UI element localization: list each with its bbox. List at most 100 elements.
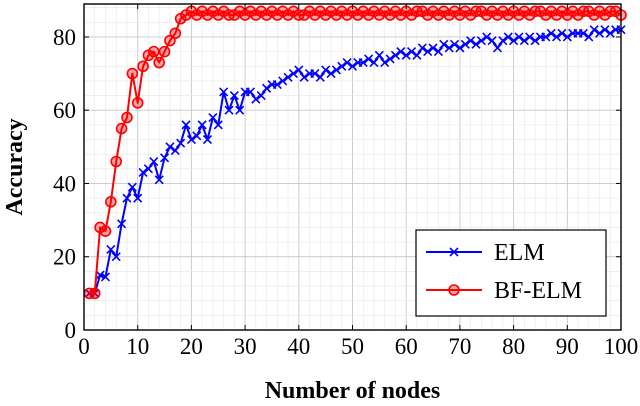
data-point xyxy=(229,91,239,101)
data-point xyxy=(321,65,331,75)
data-point xyxy=(444,43,454,53)
data-point xyxy=(126,67,139,80)
data-point xyxy=(401,50,411,60)
data-point xyxy=(390,50,401,60)
data-point xyxy=(315,72,325,82)
data-point xyxy=(110,155,123,168)
data-point xyxy=(224,105,234,115)
data-point xyxy=(337,61,347,71)
legend-item: ELM xyxy=(426,240,545,266)
data-point xyxy=(159,153,170,163)
data-point xyxy=(299,72,309,82)
data-point xyxy=(88,287,101,300)
data-point xyxy=(262,83,272,93)
legend-box xyxy=(415,229,607,317)
legend-item: BF-ELM xyxy=(426,278,582,304)
data-point xyxy=(131,97,144,109)
data-point xyxy=(294,65,304,75)
data-point xyxy=(503,32,513,42)
data-point xyxy=(169,27,182,40)
data-point xyxy=(283,72,293,82)
series-layer xyxy=(83,5,627,300)
y-tick-label: 60 xyxy=(53,98,76,123)
x-tick-label: 40 xyxy=(287,334,310,359)
data-point xyxy=(158,45,171,58)
data-point xyxy=(546,28,556,38)
data-point xyxy=(519,36,529,46)
data-point xyxy=(412,50,422,60)
data-point xyxy=(605,28,615,38)
data-point xyxy=(482,32,492,42)
data-point xyxy=(278,76,288,86)
data-point xyxy=(326,69,336,79)
y-tick-label: 0 xyxy=(65,318,77,343)
data-point xyxy=(380,58,390,68)
x-tick-label: 20 xyxy=(180,334,203,359)
data-point xyxy=(176,138,186,148)
data-point xyxy=(95,270,105,280)
y-tick-label: 20 xyxy=(53,245,76,270)
x-tick-label: 70 xyxy=(448,334,471,359)
data-point xyxy=(449,247,459,257)
data-point xyxy=(374,50,384,60)
data-point xyxy=(181,120,191,130)
y-tick-label: 80 xyxy=(53,25,76,50)
x-tick-label: 60 xyxy=(395,334,418,359)
x-tick-label: 30 xyxy=(234,334,257,359)
data-point xyxy=(138,167,148,178)
data-point xyxy=(256,91,266,101)
y-tick-label: 40 xyxy=(53,171,76,196)
data-point xyxy=(498,36,508,46)
data-point xyxy=(594,28,605,38)
x-tick-label: 80 xyxy=(502,334,525,359)
data-point xyxy=(423,47,433,57)
data-point xyxy=(385,54,395,64)
data-point xyxy=(347,61,358,71)
data-point xyxy=(197,120,207,130)
data-point xyxy=(170,145,180,156)
series-elm xyxy=(84,25,626,298)
data-point xyxy=(487,36,497,46)
data-point xyxy=(342,58,352,68)
data-point xyxy=(251,94,261,104)
data-point xyxy=(111,252,121,262)
data-point xyxy=(272,80,282,90)
data-point xyxy=(358,58,368,68)
data-point xyxy=(100,272,111,282)
x-tick-label: 10 xyxy=(126,334,149,359)
data-point xyxy=(133,193,143,203)
data-point xyxy=(186,134,196,145)
data-point xyxy=(525,32,535,42)
data-point xyxy=(492,43,503,53)
data-point xyxy=(439,39,449,49)
data-point xyxy=(208,112,218,123)
data-point xyxy=(589,25,599,35)
data-point xyxy=(466,36,476,46)
legend-label: BF-ELM xyxy=(494,278,582,304)
data-point xyxy=(584,32,594,42)
data-point xyxy=(143,164,154,174)
data-point xyxy=(148,45,160,58)
data-point xyxy=(448,284,460,296)
data-point xyxy=(396,47,406,57)
x-tick-label: 50 xyxy=(341,334,364,359)
data-point xyxy=(557,28,567,38)
data-point xyxy=(460,39,470,49)
data-point xyxy=(551,32,562,42)
legend-label: ELM xyxy=(494,240,545,266)
series-line xyxy=(89,10,622,295)
data-point xyxy=(476,36,486,46)
data-point xyxy=(600,25,610,35)
data-point xyxy=(154,175,164,185)
data-point xyxy=(530,36,540,46)
data-point xyxy=(245,87,256,97)
data-point xyxy=(562,32,572,42)
data-point xyxy=(149,156,159,167)
data-point xyxy=(288,69,298,79)
data-point xyxy=(514,32,524,42)
data-point xyxy=(235,105,245,115)
data-point xyxy=(219,87,229,97)
data-point xyxy=(364,54,374,64)
data-point xyxy=(509,36,519,46)
data-point xyxy=(471,39,481,49)
